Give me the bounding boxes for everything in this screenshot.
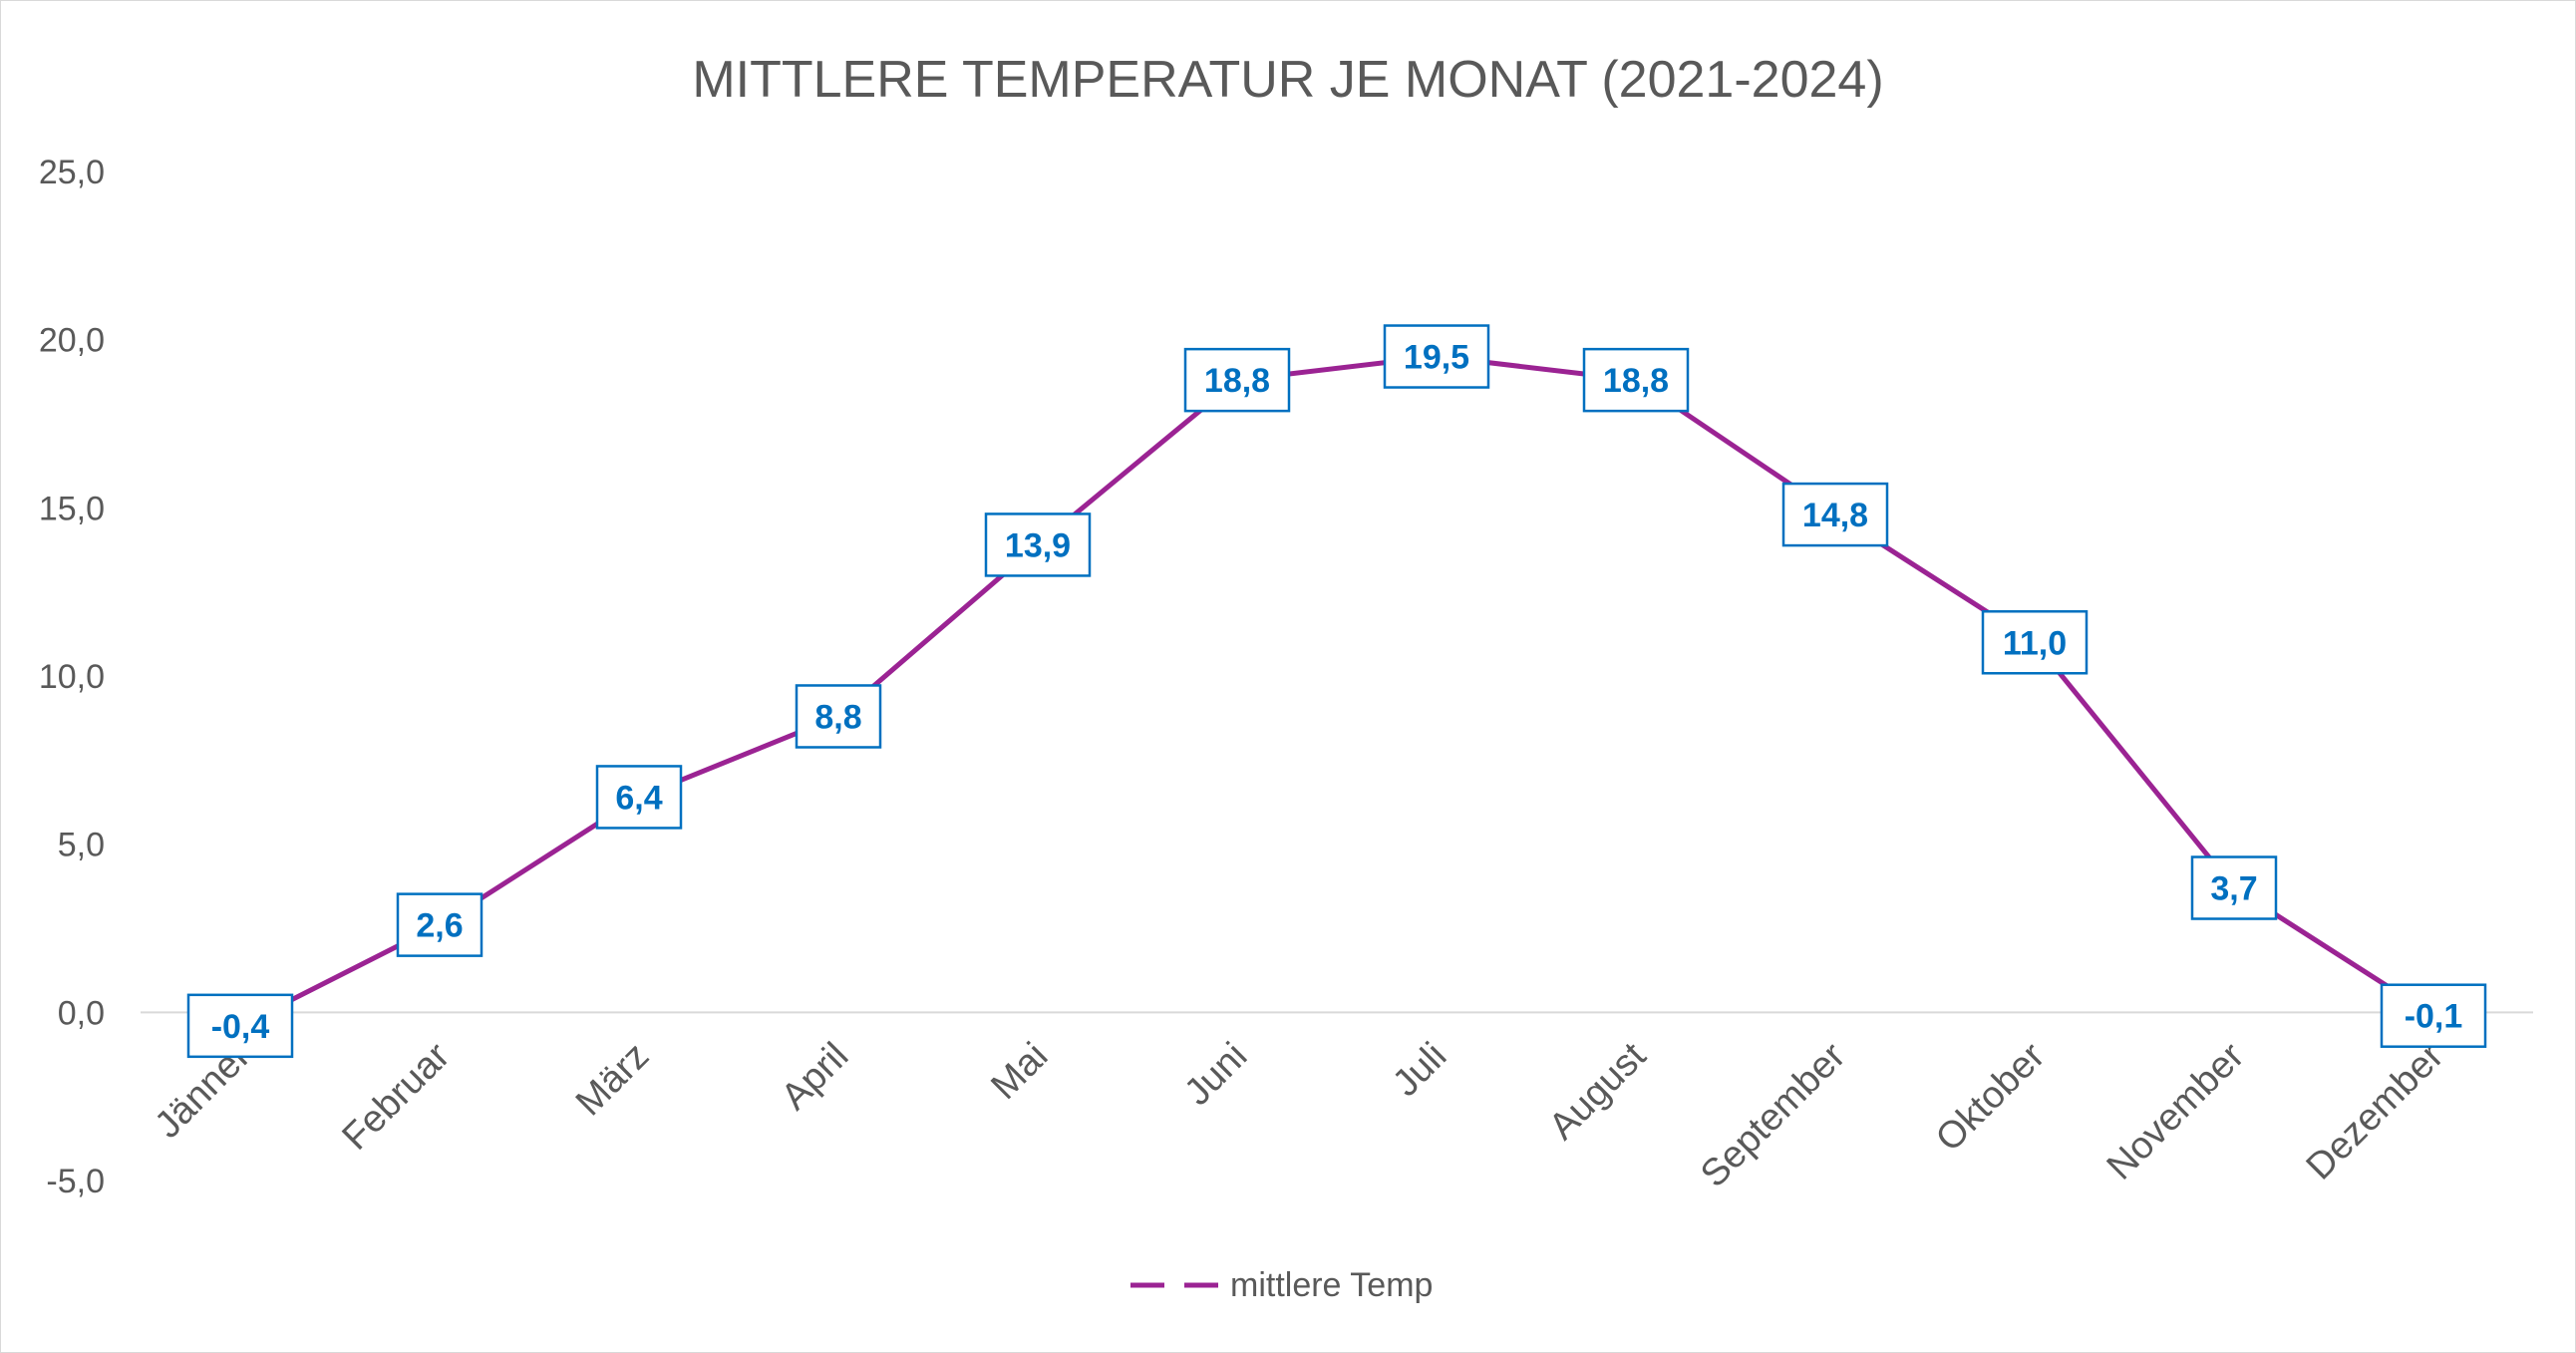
data-label-text: 3,7 xyxy=(2210,870,2257,908)
data-label-text: 11,0 xyxy=(2003,624,2067,662)
x-tick-label: März xyxy=(568,1035,657,1124)
data-label-box xyxy=(2190,855,2278,920)
y-axis: 25,0 20,0 15,0 10,0 5,0 0,0 -5,0 xyxy=(39,154,105,1200)
x-tick-label: Mai xyxy=(983,1035,1056,1108)
x-tick-label: November xyxy=(2099,1035,2253,1188)
data-label: 19,5 xyxy=(1383,324,1490,389)
data-label: -0,4 xyxy=(186,993,294,1059)
y-tick-label: 0,0 xyxy=(58,994,105,1032)
data-label-text: 19,5 xyxy=(1404,339,1469,377)
data-label: 2,6 xyxy=(396,892,483,957)
x-tick-label: April xyxy=(774,1035,856,1118)
data-label: 18,8 xyxy=(1582,347,1690,413)
chart-title: MITTLERE TEMPERATUR JE MONAT (2021-2024) xyxy=(692,51,1883,109)
legend-label-mittlere-temp: mittlere Temp xyxy=(1230,1266,1433,1304)
data-label: 18,8 xyxy=(1183,347,1291,413)
data-label-box xyxy=(1781,482,1889,547)
data-label: 6,4 xyxy=(595,765,683,830)
data-label: 8,8 xyxy=(795,684,882,749)
y-tick-label: -5,0 xyxy=(46,1163,105,1200)
data-label-text: 18,8 xyxy=(1204,362,1270,400)
legend: mittlere Temp xyxy=(1130,1266,1433,1304)
data-label-text: 2,6 xyxy=(416,907,463,945)
x-tick-label: Juni xyxy=(1176,1035,1255,1114)
data-label-text: 8,8 xyxy=(814,698,861,736)
data-label-box xyxy=(1383,324,1490,389)
x-axis: Jänner Februar März April Mai Juni Juli August S… xyxy=(147,1035,2451,1195)
series-line-mittlere-temp xyxy=(238,354,2435,1029)
x-tick-label: Oktober xyxy=(1928,1035,2054,1161)
data-label-box xyxy=(1183,347,1291,413)
y-tick-label: 15,0 xyxy=(39,490,105,527)
data-label: 11,0 xyxy=(1981,610,2089,675)
data-label-box xyxy=(1981,610,2089,675)
data-label-text: 6,4 xyxy=(615,779,662,817)
data-labels: -0,4 2,6 6,4 8,8 13,9 18,8 19,5 18,8 14,8 11,0 3,7… xyxy=(186,324,2487,1059)
data-label-box xyxy=(186,993,294,1059)
y-tick-label: 20,0 xyxy=(39,322,105,360)
x-tick-label: August xyxy=(1541,1035,1655,1149)
data-label-box xyxy=(1582,347,1690,413)
data-label-text: -0,4 xyxy=(211,1008,270,1046)
data-label-text: -0,1 xyxy=(2405,998,2463,1036)
data-label-text: 18,8 xyxy=(1603,362,1669,400)
x-tick-label: Februar xyxy=(335,1035,459,1159)
y-tick-label: 10,0 xyxy=(39,658,105,696)
x-tick-label: September xyxy=(1693,1035,1853,1195)
y-tick-label: 25,0 xyxy=(39,154,105,191)
data-label: 13,9 xyxy=(984,512,1092,577)
data-label-text: 13,9 xyxy=(1005,526,1071,564)
data-label: 3,7 xyxy=(2190,855,2278,920)
data-label-box xyxy=(795,684,882,749)
data-label-box xyxy=(984,512,1092,577)
data-label-box xyxy=(396,892,483,957)
data-label-box xyxy=(2380,983,2487,1048)
data-label-box xyxy=(595,765,683,830)
data-label: -0,1 xyxy=(2380,983,2487,1048)
data-label-text: 14,8 xyxy=(1802,497,1868,534)
x-tick-label: Dezember xyxy=(2299,1035,2452,1188)
data-label: 14,8 xyxy=(1781,482,1889,547)
x-tick-label: Juli xyxy=(1385,1035,1454,1105)
y-tick-label: 5,0 xyxy=(58,827,105,864)
